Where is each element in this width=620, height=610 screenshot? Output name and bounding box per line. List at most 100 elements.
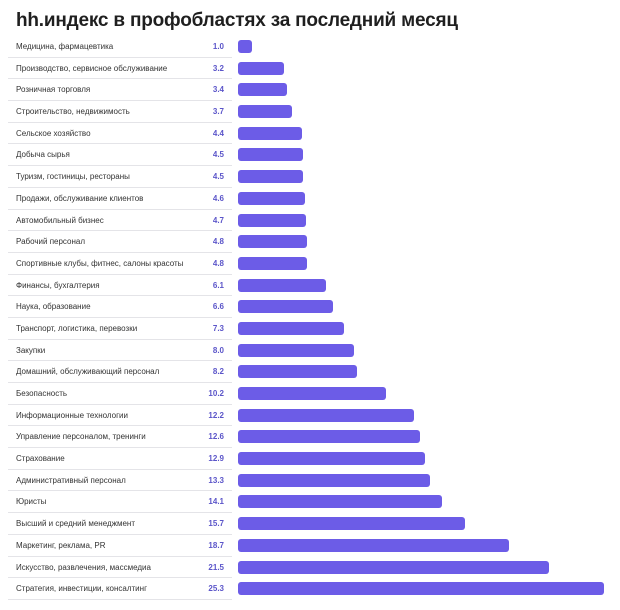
row-divider [8,230,232,232]
value-label: 21.5 [208,562,224,572]
category-label: Маркетинг, реклама, PR [16,540,106,550]
chart-row: Высший и средний менеджмент 15.7 [0,513,620,535]
chart-row: Производство, сервисное обслуживание 3.2 [0,58,620,80]
category-label: Информационные технологии [16,410,128,420]
value-label: 4.7 [212,215,224,225]
value-label: 14.1 [208,497,224,507]
value-label: 12.2 [208,410,224,420]
chart-row: Административный персонал 13.3 [0,470,620,492]
row-divider [8,100,232,102]
bar [238,473,431,487]
value-label: 4.8 [212,258,224,268]
value-label: 10.2 [208,389,224,398]
bar [238,321,344,335]
row-divider [8,382,232,383]
row-divider [8,273,232,275]
value-label: 4.8 [212,237,224,247]
value-label: 4.4 [212,128,224,138]
row-divider [8,251,232,253]
category-label: Стратегия, инвестиции, консалтинг [16,584,147,594]
row-divider [8,295,232,297]
chart-row: Страхование 12.9 [0,448,620,470]
bar [238,517,466,531]
bar [238,278,327,292]
category-label: Добыча сырья [16,150,70,160]
category-label: Безопасность [16,389,68,398]
bar [238,83,288,97]
row-divider [8,533,232,535]
chart-row: Туризм, гостиницы, рестораны 4.5 [0,166,620,188]
chart-row: Рабочий персонал 4.8 [0,231,620,253]
category-label: Высший и средний менеджмент [16,519,136,529]
row-divider [8,56,232,58]
bar [238,170,304,184]
row-divider [8,78,232,80]
value-label: 18.7 [208,540,224,550]
category-label: Сельское хозяйство [16,128,91,138]
row-divider [8,208,232,210]
bar [238,235,308,249]
row-divider [8,121,232,123]
row-divider [8,186,232,188]
value-label: 3.4 [212,85,224,95]
chart-row: Транспорт, логистика, перевозки 7.3 [0,318,620,340]
value-label: 6.6 [212,302,224,312]
category-label: Спортивные клубы, фитнес, салоны красоты [16,258,184,268]
chart-row: Домашний, обслуживающий персонал 8.2 [0,361,620,383]
row-divider [8,490,232,492]
value-label: 6.1 [212,280,224,290]
bar [238,365,357,379]
category-label: Страхование [16,454,65,464]
category-label: Автомобильный бизнес [16,215,104,225]
chart-row: Строительство, недвижимость 3.7 [0,101,620,123]
value-label: 7.3 [212,323,224,333]
bar [238,343,354,357]
bar [238,213,306,227]
bar [238,452,425,466]
bar [238,148,304,162]
chart-row: Управление персоналом, тренинги 12.6 [0,426,620,449]
chart-row: Медицина, фармацевтика 1.0 [0,36,620,58]
value-label: 3.2 [212,63,224,73]
chart-row: Сельское хозяйство 4.4 [0,123,620,145]
row-divider [8,555,232,557]
category-label: Закупки [16,345,46,355]
bar [238,430,421,444]
category-label: Административный персонал [16,475,126,485]
category-label: Производство, сервисное обслуживание [16,63,168,73]
value-label: 3.7 [212,107,224,117]
row-divider [8,165,232,167]
row-divider [8,512,232,514]
category-label: Искусство, развлечения, массмедиа [16,562,151,572]
category-label: Продажи, обслуживание клиентов [16,193,144,203]
bar-chart: Медицина, фармацевтика 1.0 Производство, с… [0,36,620,600]
bar [238,300,334,314]
row-divider [8,468,232,470]
value-label: 12.9 [208,454,224,464]
value-label: 4.5 [212,172,224,182]
chart-title: hh.индекс в профобластях за последний ме… [16,10,458,31]
category-label: Туризм, гостиницы, рестораны [16,172,130,182]
chart-row: Стратегия, инвестиции, консалтинг 25.3 [0,578,620,600]
chart-row: Маркетинг, реклама, PR 18.7 [0,535,620,557]
bar [238,105,292,119]
row-divider [8,425,232,427]
bar [238,40,253,53]
category-label: Финансы, бухгалтерия [16,280,100,290]
chart-row: Финансы, бухгалтерия 6.1 [0,275,620,297]
value-label: 15.7 [208,519,224,529]
value-label: 8.2 [212,367,224,377]
row-divider [8,403,232,405]
bar [238,560,550,574]
chart-row: Закупки 8.0 [0,340,620,362]
row-divider [8,316,232,318]
value-label: 8.0 [212,345,224,355]
chart-row: Розничная торговля 3.4 [0,79,620,102]
value-label: 1.0 [212,42,224,51]
category-label: Медицина, фармацевтика [16,42,114,51]
chart-row: Юристы 14.1 [0,491,620,514]
bar [238,582,604,596]
row-divider [8,360,232,362]
category-label: Домашний, обслуживающий персонал [16,367,160,377]
bar [238,61,285,75]
